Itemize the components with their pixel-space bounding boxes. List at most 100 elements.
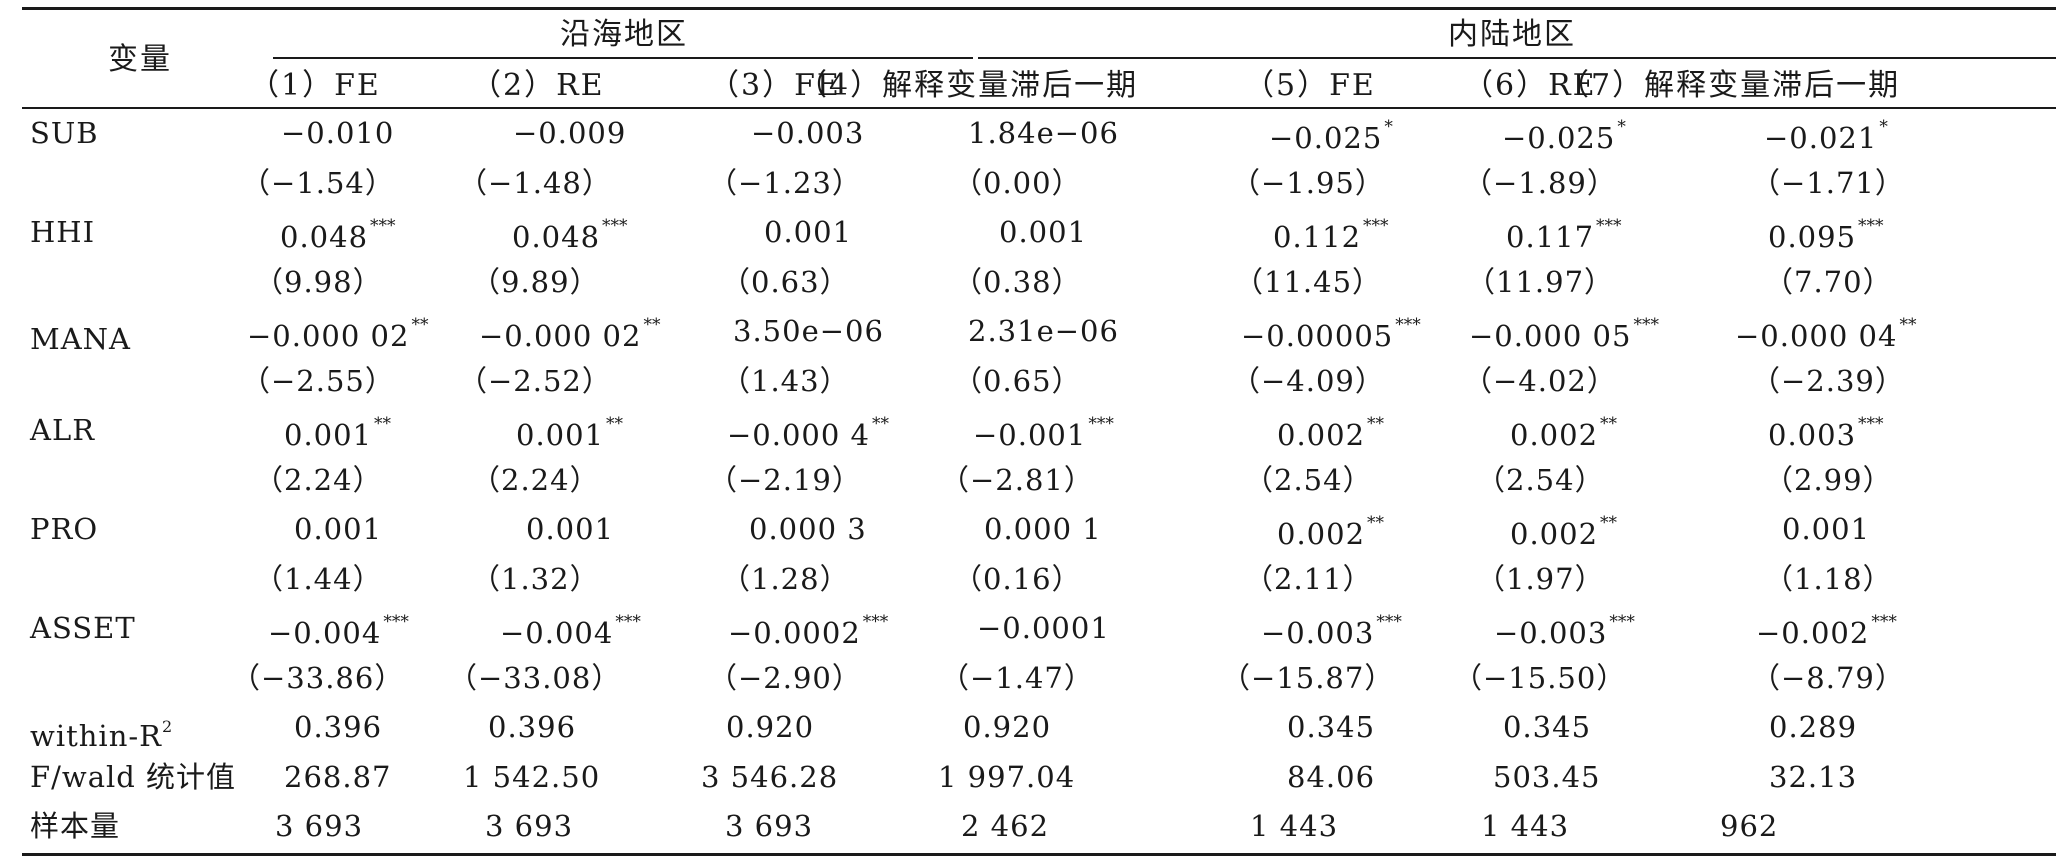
coef-cell: 0.001 — [526, 512, 615, 546]
column-header-2: （2）RE — [471, 68, 605, 103]
tstat-cell: （0.63） — [721, 264, 850, 299]
r2-cell: 0.345 — [1287, 710, 1376, 744]
coef-cell: −0.004 *** — [268, 612, 409, 650]
tstat-cell: （−2.52） — [458, 363, 612, 398]
significance-stars: ** — [1367, 513, 1385, 533]
significance-stars: *** — [602, 216, 628, 236]
fstat-cell: 503.45 — [1493, 759, 1601, 794]
row-label-mana: MANA — [30, 322, 131, 356]
coef-cell: 0.002 ** — [1277, 414, 1385, 452]
coef-cell: 0.001 ** — [284, 414, 392, 452]
tstat-cell: （−1.71） — [1751, 165, 1905, 200]
coef-cell: −0.021 * — [1764, 117, 1888, 155]
tstat-cell: （−1.48） — [458, 165, 612, 200]
row-label-sample-size: 样本量 — [30, 809, 121, 843]
column-header-5: （5）FE — [1244, 68, 1376, 103]
coef-cell: 0.001 — [294, 512, 383, 546]
tstat-cell: （9.89） — [471, 264, 600, 299]
sample-size-cell: 3 693 — [485, 809, 574, 843]
significance-stars: ** — [1367, 414, 1385, 434]
tstat-cell: （−1.89） — [1463, 165, 1617, 200]
significance-stars: ** — [1899, 315, 1917, 335]
coef-cell: 0.002 ** — [1510, 414, 1618, 452]
significance-stars: ** — [374, 414, 392, 434]
significance-stars: *** — [615, 612, 641, 632]
column-header-1: （1）FE — [249, 68, 381, 103]
tstat-cell: （−2.39） — [1751, 363, 1905, 398]
tstat-cell: （−2.90） — [708, 660, 862, 695]
significance-stars: *** — [1871, 612, 1897, 632]
bottom-rule — [22, 853, 2056, 856]
fstat-cell: 3 546.28 — [701, 759, 839, 794]
tstat-cell: （−33.86） — [231, 660, 405, 695]
coef-cell: −0.002 *** — [1756, 612, 1897, 650]
coef-cell: 0.002 ** — [1277, 513, 1385, 551]
coef-cell: −0.000 4 ** — [727, 414, 889, 452]
tstat-cell: （1.43） — [721, 363, 850, 398]
significance-stars: *** — [1596, 216, 1622, 236]
tstat-cell: （11.45） — [1234, 264, 1383, 299]
group-header-inland: 内陆地区 — [1448, 17, 1576, 52]
sample-size-cell: 962 — [1720, 809, 1779, 843]
coef-cell: −0.003 — [751, 116, 865, 150]
coef-cell: 2.31e−06 — [968, 314, 1119, 348]
tstat-cell: （1.97） — [1476, 561, 1605, 596]
fstat-cell: 268.87 — [284, 759, 392, 794]
coef-cell: −0.0002 *** — [728, 612, 889, 650]
coef-cell: −0.000 04 ** — [1735, 315, 1917, 353]
tstat-cell: （1.44） — [254, 561, 383, 596]
tstat-cell: （−1.95） — [1231, 165, 1385, 200]
coef-cell: 0.003 *** — [1768, 414, 1884, 452]
inland-group-rule — [978, 57, 2056, 59]
coef-cell: −0.003 *** — [1494, 612, 1635, 650]
tstat-cell: （1.28） — [721, 561, 850, 596]
coef-cell: −0.009 — [513, 116, 627, 150]
r2-cell: 0.920 — [963, 710, 1052, 744]
significance-stars: *** — [370, 216, 396, 236]
coef-cell: 1.84e−06 — [968, 116, 1119, 150]
tstat-cell: （1.32） — [471, 561, 600, 596]
coastal-group-rule — [273, 57, 973, 59]
row-label-sub: SUB — [30, 116, 99, 150]
column-header-7: （7）解释变量滞后一期 — [1559, 68, 1901, 103]
tstat-cell: （2.54） — [1476, 462, 1605, 497]
significance-stars: * — [1617, 117, 1626, 137]
significance-stars: ** — [1600, 513, 1618, 533]
top-rule — [22, 7, 2056, 10]
significance-stars: * — [1879, 117, 1888, 137]
row-label-within-r2: within-R2 — [30, 717, 173, 753]
tstat-cell: （−4.02） — [1463, 363, 1617, 398]
tstat-cell: （7.70） — [1764, 264, 1893, 299]
fstat-cell: 84.06 — [1287, 759, 1376, 794]
fstat-cell: 1 542.50 — [463, 759, 601, 794]
sample-size-cell: 1 443 — [1481, 809, 1570, 843]
significance-stars: *** — [862, 612, 889, 632]
coef-cell: 0.001 — [999, 215, 1088, 249]
coef-cell: −0.003 *** — [1261, 612, 1402, 650]
tstat-cell: （−2.81） — [940, 462, 1094, 497]
coef-cell: 0.001 — [764, 215, 853, 249]
row-label-hhi: HHI — [30, 215, 96, 249]
r2-cell: 0.396 — [294, 710, 383, 744]
column-header-3: （3）FE — [709, 68, 841, 103]
coef-cell: 0.000 3 — [749, 512, 867, 546]
significance-stars: ** — [643, 315, 661, 335]
tstat-cell: （−15.87） — [1221, 660, 1395, 695]
coef-cell: −0.004 *** — [500, 612, 641, 650]
significance-stars: *** — [1858, 414, 1884, 434]
tstat-cell: （2.99） — [1764, 462, 1893, 497]
coef-cell: −0.025 * — [1269, 117, 1393, 155]
coef-cell: −0.0001 — [977, 611, 1110, 645]
coef-cell: 0.002 ** — [1510, 513, 1618, 551]
r2-cell: 0.920 — [726, 710, 815, 744]
significance-stars: *** — [383, 612, 409, 632]
tstat-cell: （2.54） — [1244, 462, 1373, 497]
r2-cell: 0.345 — [1503, 710, 1592, 744]
coef-cell: 0.001 — [1782, 512, 1871, 546]
tstat-cell: （1.18） — [1764, 561, 1893, 596]
row-label-asset: ASSET — [30, 611, 136, 645]
sample-size-cell: 3 693 — [275, 809, 364, 843]
r2-cell: 0.289 — [1769, 710, 1858, 744]
coef-cell: 3.50e−06 — [733, 314, 884, 348]
group-header-coastal: 沿海地区 — [560, 17, 688, 52]
